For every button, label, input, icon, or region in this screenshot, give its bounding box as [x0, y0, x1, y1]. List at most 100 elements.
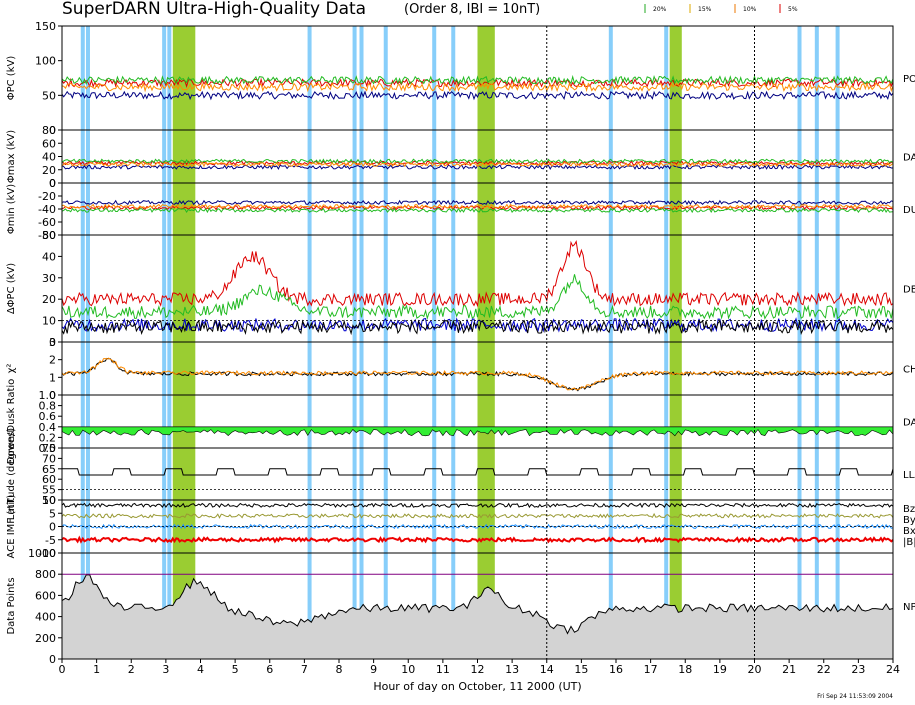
y-tick-label: 65	[42, 463, 56, 476]
x-tick-label: 18	[678, 663, 692, 676]
y-tick-label: 0.0	[39, 442, 57, 455]
y-axis-label-phi-pc: ΦPC (kV)	[6, 56, 17, 101]
y-axis-label-phi-max: Φmax (kV)	[6, 130, 17, 183]
y-tick-label: 70	[42, 452, 56, 465]
right-label: |B|	[903, 537, 915, 548]
series-line-phi-min-2	[61, 207, 894, 214]
series-line-phi-max-1	[61, 160, 894, 166]
panel-frames	[58, 25, 894, 663]
legend-label: 10%	[743, 6, 757, 13]
x-tick-label: 3	[162, 663, 169, 676]
y-tick-label: 20	[42, 164, 56, 177]
x-tick-label: 20	[748, 663, 762, 676]
right-label-chi-sq: CH	[903, 365, 915, 376]
x-tick-label: 6	[266, 663, 273, 676]
right-label-latitude: LLA	[903, 470, 915, 481]
x-tick-label: 2	[128, 663, 135, 676]
right-label: Bz	[903, 504, 915, 515]
y-axis-label-imf: ACE IMF (nT)	[6, 494, 17, 558]
y-tick-label: 800	[35, 568, 56, 581]
y-axis-label-points: Data Points	[6, 577, 17, 634]
y-tick-label: 80	[42, 124, 56, 137]
x-tick-label: 15	[574, 663, 588, 676]
right-label: Bx	[903, 526, 915, 537]
y-tick-label: 40	[42, 250, 56, 263]
y-tick-label: 400	[35, 611, 56, 624]
x-tick-label: 8	[336, 663, 343, 676]
y-tick-label: 60	[42, 473, 56, 486]
series-line-phi-pc-0	[61, 90, 894, 101]
y-tick-label: 0	[49, 389, 56, 402]
legend-label: 20%	[653, 6, 667, 13]
y-tick-label: -5	[45, 534, 56, 547]
x-tick-label: 9	[370, 663, 377, 676]
y-tick-label: 0	[49, 124, 56, 137]
x-tick-label: 14	[540, 663, 554, 676]
timestamp: Fri Sep 24 11:53:09 2004	[817, 693, 893, 700]
y-tick-label: 75	[42, 442, 56, 455]
series-line-imf-1	[61, 512, 894, 519]
y-tick-label: 0	[49, 177, 56, 190]
y-axis-label-delta-phi: ΔΦPC (kV)	[6, 263, 17, 314]
y-tick-label: 1.0	[39, 389, 57, 402]
y-tick-label: 600	[35, 589, 56, 602]
chart-title: SuperDARN Ultra-High-Quality Data	[62, 0, 366, 19]
x-tick-label: 4	[197, 663, 204, 676]
y-tick-label: 1000	[28, 547, 56, 560]
x-tick-label: 19	[713, 663, 727, 676]
y-tick-label: 150	[35, 20, 56, 33]
y-tick-label: 0	[49, 521, 56, 534]
x-tick-label: 22	[817, 663, 831, 676]
y-tick-label: -40	[38, 203, 56, 216]
x-tick-label: 17	[644, 663, 658, 676]
y-tick-label: 100	[35, 55, 56, 68]
x-axis-label: Hour of day on October, 11 2000 (UT)	[373, 680, 581, 693]
y-tick-label: 10	[42, 315, 56, 328]
right-label-delta-phi: DE	[903, 285, 915, 296]
right-label-points: NP	[903, 602, 915, 613]
y-tick-label: 0	[49, 653, 56, 666]
y-tick-label: 1	[49, 371, 56, 384]
y-tick-label: 30	[42, 272, 56, 285]
legend-label: 15%	[698, 6, 712, 13]
x-tick-label: 23	[851, 663, 865, 676]
x-tick-label: 0	[59, 663, 66, 676]
y-tick-label: 0	[49, 336, 56, 349]
y-tick-label: 40	[42, 151, 56, 164]
series-line-phi-pc-1	[61, 77, 894, 89]
chart-subtitle: (Order 8, IBI = 10nT)	[404, 2, 540, 17]
y-tick-label: -80	[38, 229, 56, 242]
y-tick-label: 50	[42, 89, 56, 102]
y-tick-label: 50	[42, 229, 56, 242]
x-tick-label: 12	[471, 663, 485, 676]
right-label: By	[903, 515, 915, 526]
y-tick-label: -10	[38, 547, 56, 560]
y-tick-label: 0.2	[39, 431, 57, 444]
legend-label: 5%	[788, 6, 798, 13]
right-label-phi-min: DU	[903, 205, 915, 216]
y-axis-label-phi-min: Φmin (kV)	[6, 184, 17, 234]
y-tick-label: 0.4	[39, 421, 57, 434]
series-line-phi-pc-2	[61, 74, 894, 86]
y-tick-label: -20	[38, 190, 56, 203]
y-axis-label-ratio: Down/Dusk Ratio	[6, 379, 17, 465]
y-tick-label: 0	[49, 177, 56, 190]
x-tick-label: 13	[505, 663, 519, 676]
y-axis-label-chi-sq: χ²	[6, 364, 17, 374]
right-label-phi-pc: PO	[903, 74, 915, 85]
series-data-points	[61, 574, 894, 660]
y-tick-label: 200	[35, 632, 56, 645]
right-label-phi-max: DAY	[903, 153, 915, 164]
y-tick-label: 60	[42, 137, 56, 150]
x-tick-label: 21	[782, 663, 796, 676]
y-tick-label: 50	[42, 494, 56, 507]
y-tick-label: 0.6	[39, 410, 57, 423]
y-tick-label: 10	[42, 494, 56, 507]
y-tick-label: 2	[49, 354, 56, 367]
series-down-dusk-ratio	[61, 426, 894, 437]
x-tick-label: 16	[609, 663, 623, 676]
x-tick-label: 11	[436, 663, 450, 676]
y-tick-label: -60	[38, 216, 56, 229]
